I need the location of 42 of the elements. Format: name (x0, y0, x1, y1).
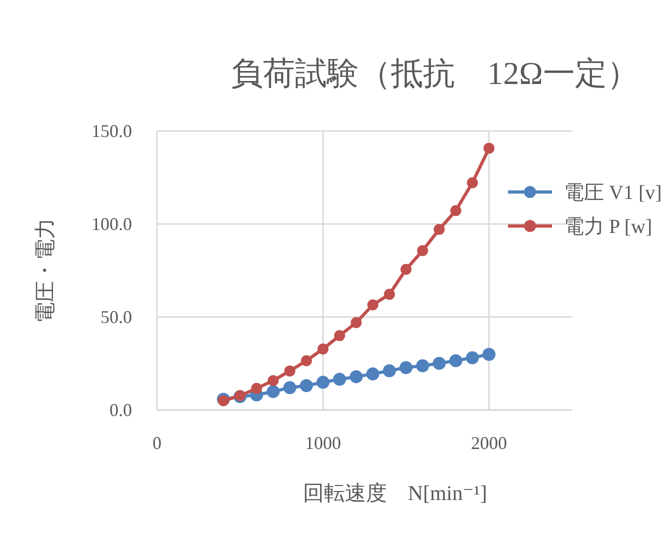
x-tick-label: 1000 (305, 433, 341, 453)
x-axis-title: 回転速度 N[min⁻¹] (302, 481, 488, 505)
chart-title: 負荷試験（抵抗 12Ω一定） (231, 55, 639, 91)
point (334, 330, 346, 342)
y-tick-label: 100.0 (92, 214, 132, 234)
point (218, 395, 229, 406)
legend-label: 電圧 V1 [v] (564, 182, 662, 204)
point (466, 351, 479, 364)
point (417, 245, 428, 256)
y-tick-label: 0.0 (110, 400, 132, 420)
point (466, 177, 478, 188)
point (284, 365, 296, 376)
point (266, 385, 280, 398)
point (482, 348, 496, 361)
point (400, 361, 412, 374)
point (316, 376, 330, 389)
point (432, 356, 446, 370)
y-axis-title: 電圧・電力 (33, 218, 57, 323)
point (251, 382, 262, 394)
point (366, 367, 380, 380)
point (333, 372, 346, 386)
point (416, 359, 430, 372)
point (384, 288, 395, 300)
point (300, 355, 312, 366)
point (268, 375, 279, 386)
point (350, 317, 362, 328)
x-tick-label: 2000 (471, 433, 507, 453)
y-tick-label: 150.0 (92, 121, 132, 141)
point (350, 370, 363, 384)
point (300, 379, 313, 392)
point (449, 354, 462, 368)
point (450, 205, 462, 216)
point (367, 299, 378, 310)
point (484, 142, 494, 154)
y-tick-label: 50.0 (100, 307, 132, 327)
legend-label: 電力 P [w] (564, 216, 652, 238)
point (382, 364, 396, 378)
x-tick-label: 0 (152, 433, 162, 453)
point (283, 381, 296, 394)
point (434, 224, 445, 235)
point (318, 343, 328, 354)
point (400, 264, 412, 275)
